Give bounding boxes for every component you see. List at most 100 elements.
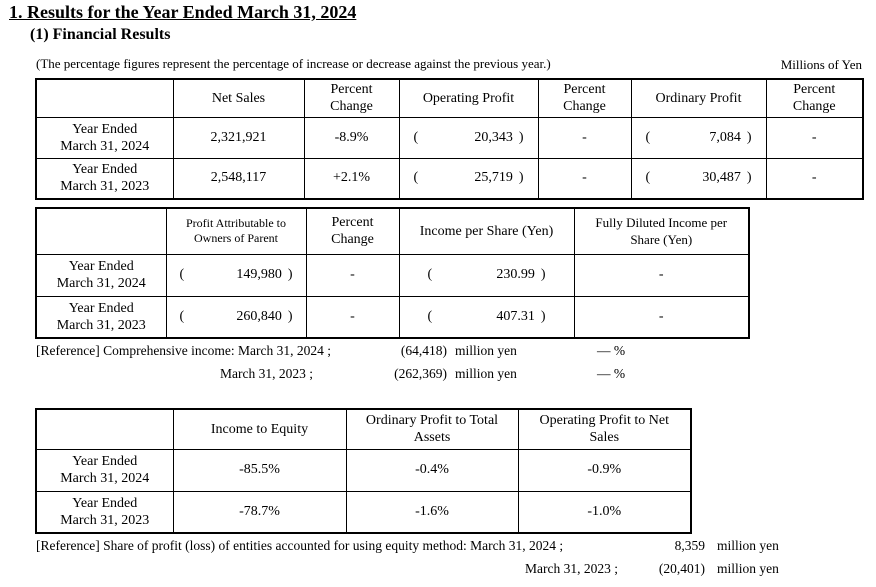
table-row-fy2024: Year Ended March 31, 2024 -85.5% -0.4% -… [35, 448, 692, 492]
table-row-fy2023: Year Ended March 31, 2023 2,548,117 +2.1… [35, 157, 864, 200]
income-per-share-fy2023: ( 407.31) [398, 295, 575, 339]
net-sales-fy2024: 2,321,921 [172, 116, 305, 159]
open-paren: ( [413, 170, 419, 186]
header-operating-profit-to-net-sales: Operating Profit to Net Sales [517, 408, 692, 450]
row-label-fy2023: Year Ended March 31, 2023 [35, 157, 174, 200]
value-group: 30,487) [702, 170, 751, 186]
net-sales-change-fy2024: -8.9% [303, 116, 400, 159]
close-paren: ) [540, 267, 546, 282]
profit-attributable-fy2023: ( 260,840) [165, 295, 307, 339]
header-income-to-equity: Income to Equity [172, 408, 347, 450]
value-group: 260,840) [236, 309, 292, 325]
row-label-line2: March 31, 2024 [56, 276, 146, 291]
row-label-fy2023: Year Ended March 31, 2023 [35, 295, 167, 339]
comprehensive-income-label-2024: [Reference] Comprehensive income: March … [36, 343, 332, 358]
header-percent-change-3: Percent Change [765, 78, 864, 118]
corner-cell [35, 408, 174, 450]
close-paren: ) [287, 308, 293, 324]
comprehensive-income-percent-2023: — % [597, 366, 626, 381]
corner-cell [35, 207, 167, 255]
comprehensive-income-percent-2024: — % [597, 343, 626, 358]
close-paren: ) [518, 129, 524, 145]
row-label-line2: March 31, 2023 [60, 512, 150, 528]
value-group: 230.99) [496, 267, 545, 283]
row-label-line1: Year Ended [72, 495, 138, 511]
open-paren: ( [179, 267, 185, 282]
header-income-per-share-label: Income per Share (Yen) [419, 223, 554, 239]
header-ordinary-profit-to-total-assets: Ordinary Profit to Total Assets [345, 408, 519, 450]
close-paren: ) [287, 267, 293, 282]
value-group: 25,719) [474, 170, 523, 186]
table-row-fy2023: Year Ended March 31, 2023 -78.7% -1.6% -… [35, 490, 692, 534]
ordinary-profit-change-fy2023: - [765, 157, 864, 200]
ordinary-profit-fy2023: ( 30,487) [630, 157, 767, 200]
corner-cell [35, 78, 174, 118]
operating-profit-fy2023: ( 25,719) [398, 157, 539, 200]
open-paren: ( [179, 308, 185, 324]
equity-method-label-2024: [Reference] Share of profit (loss) of en… [36, 538, 564, 553]
profit-attributable-change-fy2023: - [305, 295, 400, 339]
operating-profit-change-fy2023: - [537, 157, 632, 200]
equity-method-unit-2023: million yen [717, 561, 779, 576]
header-profit-attributable-label: Profit Attributable to Owners of Parent [186, 215, 286, 245]
operating-profit-value: 20,343 [474, 129, 513, 145]
net-sales-fy2023: 2,548,117 [172, 157, 305, 200]
header-operating-profit: Operating Profit [398, 78, 539, 118]
header-net-sales-label: Net Sales [211, 90, 266, 106]
header-percent-change-2: Percent Change [537, 78, 632, 118]
header-percent-change-1: Percent Change [303, 78, 400, 118]
comprehensive-income-unit-2024: million yen [455, 343, 517, 358]
value-group: 7,084) [709, 130, 751, 146]
operating-profit-to-net-sales-fy2023: -1.0% [517, 490, 692, 534]
comprehensive-income-value-2023: (262,369) [394, 366, 447, 381]
income-per-share-fy2024: ( 230.99) [398, 253, 575, 297]
per-share-table: Profit Attributable to Owners of Parent … [35, 207, 750, 339]
income-to-equity-fy2023: -78.7% [172, 490, 347, 534]
profit-attributable-value: 260,840 [236, 308, 282, 324]
header-fully-diluted-label: Fully Diluted Income per Share (Yen) [595, 214, 728, 247]
income-to-equity-fy2024: -85.5% [172, 448, 347, 492]
income-per-share-value: 230.99 [496, 267, 535, 282]
fully-diluted-income-fy2023: - [573, 295, 750, 339]
page-title: 1. Results for the Year Ended March 31, … [9, 2, 357, 22]
financial-results-table: Net Sales Percent Change Operating Profi… [35, 78, 864, 200]
ordinary-profit-value: 7,084 [709, 129, 741, 145]
ordinary-profit-to-total-assets-fy2024: -0.4% [345, 448, 519, 492]
profit-attributable-change-fy2024: - [305, 253, 400, 297]
row-label-line1: Year Ended [68, 259, 134, 274]
row-label-line1: Year Ended [72, 121, 138, 137]
ordinary-profit-to-total-assets-fy2023: -1.6% [345, 490, 519, 534]
close-paren: ) [518, 170, 524, 186]
row-label-line1: Year Ended [72, 454, 138, 469]
row-label-fy2024: Year Ended March 31, 2024 [35, 448, 174, 492]
ordinary-profit-change-fy2024: - [765, 116, 864, 159]
row-label-line2: March 31, 2023 [60, 179, 150, 195]
header-percent-change-3-label: Percent Change [792, 82, 836, 115]
comprehensive-income-unit-2023: million yen [455, 366, 517, 381]
header-percent-change: Percent Change [305, 207, 400, 255]
row-label-line2: March 31, 2023 [56, 317, 146, 333]
row-label-line2: March 31, 2024 [60, 138, 150, 154]
ratio-table: Income to Equity Ordinary Profit to Tota… [35, 408, 692, 534]
header-percent-change-label: Percent Change [331, 215, 374, 248]
header-operating-profit-to-net-sales-label: Operating Profit to Net Sales [539, 413, 669, 446]
header-income-per-share: Income per Share (Yen) [398, 207, 575, 255]
operating-profit-fy2024: ( 20,343) [398, 116, 539, 159]
equity-method-label-2023: March 31, 2023 ; [525, 561, 618, 576]
header-net-sales: Net Sales [172, 78, 305, 118]
open-paren: ( [645, 129, 651, 145]
unit-label: Millions of Yen [780, 57, 862, 72]
open-paren: ( [427, 308, 433, 324]
header-percent-change-1-label: Percent Change [330, 82, 373, 115]
table-row-fy2024: Year Ended March 31, 2024 2,321,921 -8.9… [35, 116, 864, 159]
net-sales-change-fy2023: +2.1% [303, 157, 400, 200]
header-percent-change-2-label: Percent Change [563, 82, 606, 115]
header-operating-profit-label: Operating Profit [422, 90, 515, 106]
value-group: 20,343) [474, 130, 523, 146]
equity-method-value-2023: (20,401) [658, 561, 705, 576]
comprehensive-income-label-2023: March 31, 2023 ; [220, 366, 313, 381]
ordinary-profit-value: 30,487 [702, 170, 741, 186]
operating-profit-to-net-sales-fy2024: -0.9% [517, 448, 692, 492]
row-label-fy2023: Year Ended March 31, 2023 [35, 490, 174, 534]
open-paren: ( [645, 170, 651, 186]
